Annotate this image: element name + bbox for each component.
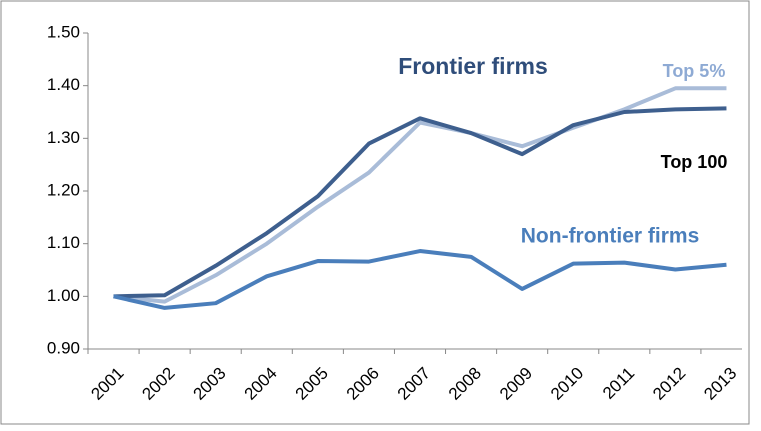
series-line [113, 249, 727, 310]
annotation: Frontier firms [398, 53, 548, 79]
x-tick-label: 2003 [190, 364, 230, 404]
x-tick-label: 2012 [649, 364, 689, 404]
x-tick-label: 2011 [599, 364, 638, 403]
y-tick-label: 1.10 [47, 233, 80, 252]
series-line [113, 86, 727, 304]
y-tick-label: 0.90 [47, 338, 80, 357]
x-tick-label: 2006 [343, 364, 383, 404]
series-label: Top 100 [661, 152, 728, 172]
x-tick-label: 2002 [138, 364, 178, 404]
x-tick-label: 2013 [700, 364, 740, 404]
y-tick-label: 1.00 [47, 286, 80, 305]
series-label: Top 5% [663, 61, 726, 81]
chart-border [0, 0, 750, 425]
series-label: Non-frontier firms [521, 225, 700, 248]
x-tick-label: 2007 [394, 364, 434, 404]
x-tick-label: 2010 [547, 364, 587, 404]
x-tick-label: 2009 [496, 364, 536, 404]
x-tick-label: 2001 [87, 364, 127, 404]
series-line [113, 106, 727, 299]
x-tick-label: 2008 [445, 364, 485, 404]
y-tick-label: 1.20 [47, 180, 80, 199]
y-tick-label: 1.30 [47, 128, 80, 147]
x-tick-label: 2005 [292, 364, 332, 404]
y-tick-label: 1.50 [47, 22, 80, 41]
y-tick-label: 1.40 [47, 75, 80, 94]
x-tick-label: 2004 [241, 364, 281, 404]
